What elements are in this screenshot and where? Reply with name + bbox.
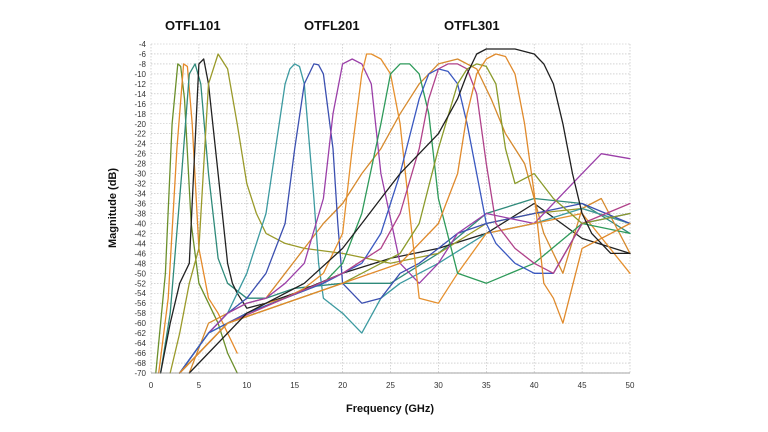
x-tick-labels: 0 5 10 15 20 25 30 35 40 45 50 [149,381,635,390]
y-tick-label: -16 [134,100,146,109]
y-tick-label: -36 [134,200,146,209]
series-line-9 [179,58,631,374]
y-tick-label: -52 [134,279,146,288]
series-line-11 [179,63,631,374]
series-line-15 [179,53,631,374]
series-line-8 [179,63,631,374]
y-tick-label: -42 [134,229,146,238]
series-layer [155,48,631,374]
x-tick-label: 30 [434,381,443,390]
y-tick-label: -4 [139,40,147,49]
series-line-13 [179,63,631,374]
y-tick-label: -56 [134,299,146,308]
y-tick-label: -22 [134,130,146,139]
y-tick-label: -10 [134,70,146,79]
y-tick-label: -20 [134,120,146,129]
y-tick-label: -64 [134,339,146,348]
x-tick-label: 20 [338,381,347,390]
y-tick-label: -32 [134,180,146,189]
y-tick-label: -40 [134,219,146,228]
x-tick-label: 45 [578,381,587,390]
y-tick-label: -26 [134,150,146,159]
series-line-14 [179,63,631,374]
y-tick-label: -18 [134,110,146,119]
series-line-2 [158,63,238,374]
y-tick-label: -46 [134,249,146,258]
x-tick-label: 50 [626,381,635,390]
y-tick-label: -12 [134,80,146,89]
annotation-otfl301: OTFL301 [444,18,500,33]
series-line-7 [179,63,631,374]
annotation-otfl101: OTFL101 [165,18,221,33]
y-tick-label: -28 [134,160,146,169]
y-tick-label: -58 [134,309,146,318]
series-line-1 [155,63,238,374]
y-tick-label: -62 [134,329,146,338]
annotation-otfl201: OTFL201 [304,18,360,33]
x-tick-label: 40 [530,381,539,390]
y-tick-label: -48 [134,259,146,268]
x-tick-label: 35 [482,381,491,390]
y-tick-label: -34 [134,190,146,199]
series-line-12 [179,68,631,374]
y-axis-title: Magnitude (dB) [107,168,119,248]
y-tick-label: -60 [134,319,146,328]
x-tick-label: 15 [290,381,299,390]
y-tick-label: -38 [134,209,146,218]
y-tick-labels: -4-6-8-10-12-14-16-18-20-22-24-26-28-30-… [134,40,146,378]
y-tick-label: -50 [134,269,146,278]
y-tick-label: -70 [134,369,146,378]
y-tick-label: -44 [134,239,146,248]
y-tick-label: -30 [134,170,146,179]
y-tick-label: -68 [134,359,146,368]
x-tick-label: 10 [242,381,251,390]
y-tick-label: -66 [134,349,146,358]
series-line-16 [188,48,631,374]
y-tick-label: -6 [139,50,147,59]
x-axis-title: Frequency (GHz) [346,403,434,415]
x-tick-label: 5 [197,381,202,390]
y-tick-label: -24 [134,140,146,149]
y-tick-label: -14 [134,90,146,99]
x-tick-label: 25 [386,381,395,390]
y-tick-label: -54 [134,289,146,298]
series-line-5 [169,53,631,374]
y-tick-label: -8 [139,60,147,69]
x-tick-label: 0 [149,381,154,390]
